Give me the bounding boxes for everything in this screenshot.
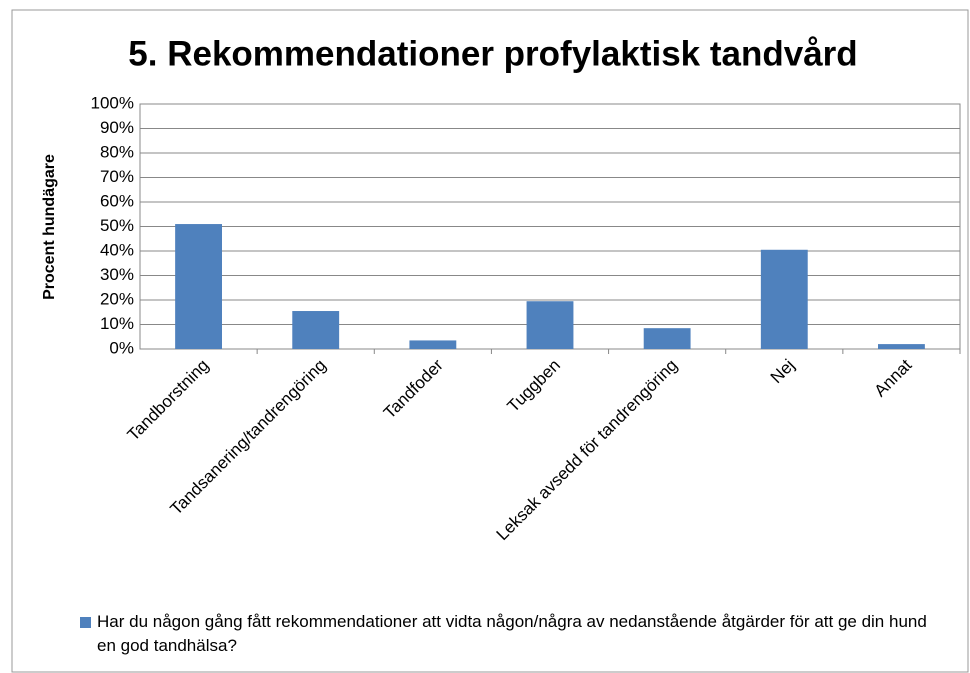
bar (526, 301, 574, 349)
bar (409, 340, 457, 349)
x-tick-label: Nej (767, 356, 798, 387)
y-axis-label: Procent hundägare (41, 154, 58, 300)
bar (878, 344, 925, 349)
y-tick-label: 80% (100, 142, 134, 161)
y-tick-label: 70% (100, 167, 134, 186)
x-tick-label: Tuggben (504, 356, 564, 416)
x-tick-label: Annat (871, 355, 916, 400)
y-tick-label: 30% (100, 265, 134, 284)
chart-border (11, 9, 969, 673)
legend-label: Har du någon gång fått rekommendationer … (97, 612, 927, 655)
x-tick-label: Tandborstning (124, 356, 213, 445)
y-tick-label: 0% (109, 338, 134, 357)
y-tick-label: 60% (100, 191, 134, 210)
bar (292, 311, 340, 349)
y-tick-label: 100% (91, 93, 134, 112)
legend: Har du någon gång fått rekommendationer … (80, 610, 950, 658)
y-tick-label: 90% (100, 118, 134, 137)
bar (175, 224, 222, 349)
y-tick-label: 40% (100, 240, 134, 259)
x-tick-label: Tandfoder (380, 355, 447, 422)
y-tick-label: 10% (100, 314, 134, 333)
y-tick-label: 50% (100, 216, 134, 235)
legend-key (80, 617, 91, 628)
bar (760, 249, 808, 349)
chart-title: 5. Rekommendationer profylaktisk tandvår… (128, 34, 857, 73)
y-tick-label: 20% (100, 289, 134, 308)
bar (643, 328, 691, 349)
